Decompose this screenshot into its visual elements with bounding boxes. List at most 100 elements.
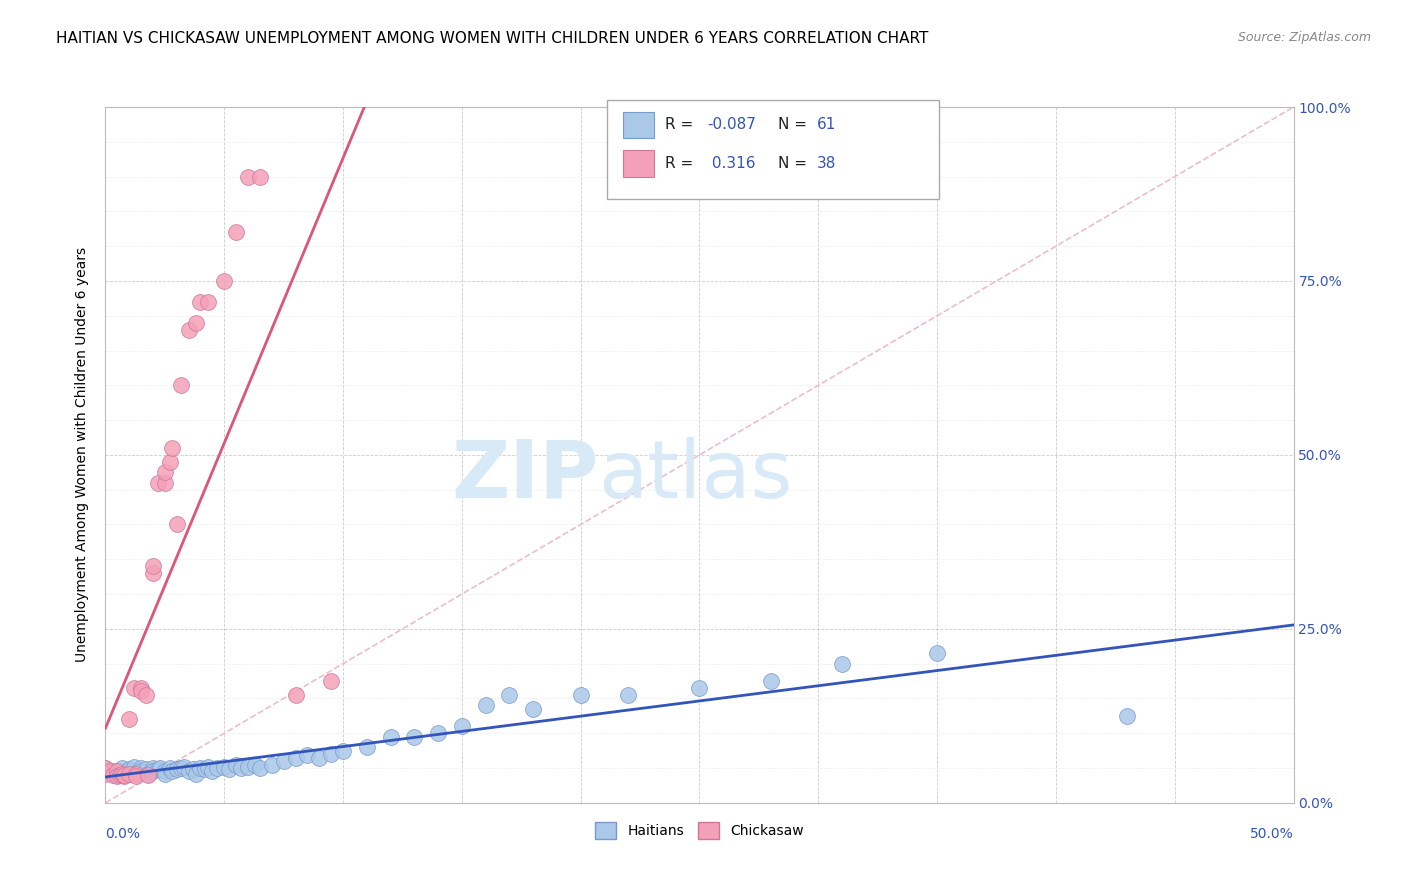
Point — [380, 730, 402, 744]
Text: 50.0%: 50.0% — [1250, 827, 1294, 841]
Point — [114, 766, 136, 780]
Text: R =: R = — [665, 118, 699, 132]
Text: N =: N = — [778, 118, 811, 132]
Point — [101, 768, 124, 782]
Point — [166, 517, 188, 532]
Point — [184, 766, 207, 780]
Point — [260, 757, 283, 772]
Point — [114, 768, 136, 782]
Point — [214, 759, 236, 773]
Point — [225, 225, 247, 239]
Point — [356, 740, 378, 755]
Point — [190, 761, 212, 775]
Point — [236, 169, 259, 184]
Text: -0.087: -0.087 — [707, 118, 756, 132]
Point — [111, 766, 134, 780]
Point — [94, 761, 117, 775]
Point — [759, 674, 782, 689]
Point — [284, 750, 307, 764]
Point — [118, 712, 141, 726]
Point — [94, 761, 117, 775]
Point — [177, 323, 200, 337]
Point — [522, 702, 544, 716]
Point — [236, 759, 259, 773]
Point — [474, 698, 496, 713]
Point — [142, 764, 165, 779]
Point — [190, 294, 212, 309]
Point — [160, 441, 183, 455]
Point — [129, 684, 152, 698]
Point — [105, 764, 128, 779]
Point — [135, 763, 157, 777]
Point — [153, 475, 176, 490]
Point — [105, 769, 128, 783]
Text: ZIP: ZIP — [451, 437, 599, 515]
Point — [160, 764, 183, 779]
Point — [201, 764, 224, 779]
Point — [689, 681, 711, 695]
Point — [166, 763, 188, 777]
Point — [94, 766, 117, 780]
Point — [225, 757, 247, 772]
Point — [1116, 708, 1139, 723]
Point — [427, 726, 450, 740]
Point — [122, 759, 145, 773]
Point — [142, 559, 165, 574]
Text: Source: ZipAtlas.com: Source: ZipAtlas.com — [1237, 31, 1371, 45]
Point — [321, 674, 343, 689]
Text: 38: 38 — [817, 156, 837, 170]
Legend: Haitians, Chickasaw: Haitians, Chickasaw — [591, 816, 808, 845]
Point — [831, 657, 853, 671]
Text: 0.0%: 0.0% — [105, 827, 141, 841]
Point — [118, 764, 141, 779]
Point — [197, 294, 219, 309]
Point — [118, 763, 141, 777]
Point — [170, 761, 193, 775]
Point — [122, 681, 145, 695]
Point — [146, 475, 169, 490]
Point — [297, 748, 319, 763]
Point — [108, 768, 131, 782]
Point — [249, 169, 271, 184]
Point — [243, 757, 266, 772]
Point — [617, 688, 640, 702]
Text: 0.316: 0.316 — [707, 156, 755, 170]
Point — [925, 646, 948, 660]
Point — [498, 688, 520, 702]
Point — [214, 274, 236, 288]
Point — [136, 766, 159, 780]
Point — [450, 719, 472, 733]
Point — [159, 761, 181, 775]
Point — [142, 761, 165, 775]
Point — [101, 764, 124, 779]
Point — [142, 566, 165, 581]
Y-axis label: Unemployment Among Women with Children Under 6 years: Unemployment Among Women with Children U… — [76, 247, 90, 663]
Point — [125, 765, 148, 780]
Point — [308, 750, 330, 764]
Point — [114, 769, 136, 783]
Point — [194, 763, 217, 777]
Point — [159, 455, 181, 469]
Point — [173, 759, 195, 773]
Point — [98, 764, 121, 779]
Point — [125, 769, 148, 783]
Text: R =: R = — [665, 156, 699, 170]
Point — [218, 763, 240, 777]
Point — [153, 764, 176, 779]
Point — [205, 761, 228, 775]
Point — [129, 681, 152, 695]
Point — [183, 763, 205, 777]
Point — [149, 761, 172, 775]
Point — [249, 761, 271, 775]
Text: N =: N = — [778, 156, 811, 170]
Point — [404, 730, 426, 744]
Point — [273, 754, 295, 768]
Point — [153, 766, 176, 780]
Point — [332, 744, 354, 758]
Point — [229, 761, 252, 775]
Point — [321, 747, 343, 761]
Text: HAITIAN VS CHICKASAW UNEMPLOYMENT AMONG WOMEN WITH CHILDREN UNDER 6 YEARS CORREL: HAITIAN VS CHICKASAW UNEMPLOYMENT AMONG … — [56, 31, 928, 46]
Point — [125, 766, 148, 780]
Point — [135, 688, 157, 702]
Point — [177, 764, 200, 779]
